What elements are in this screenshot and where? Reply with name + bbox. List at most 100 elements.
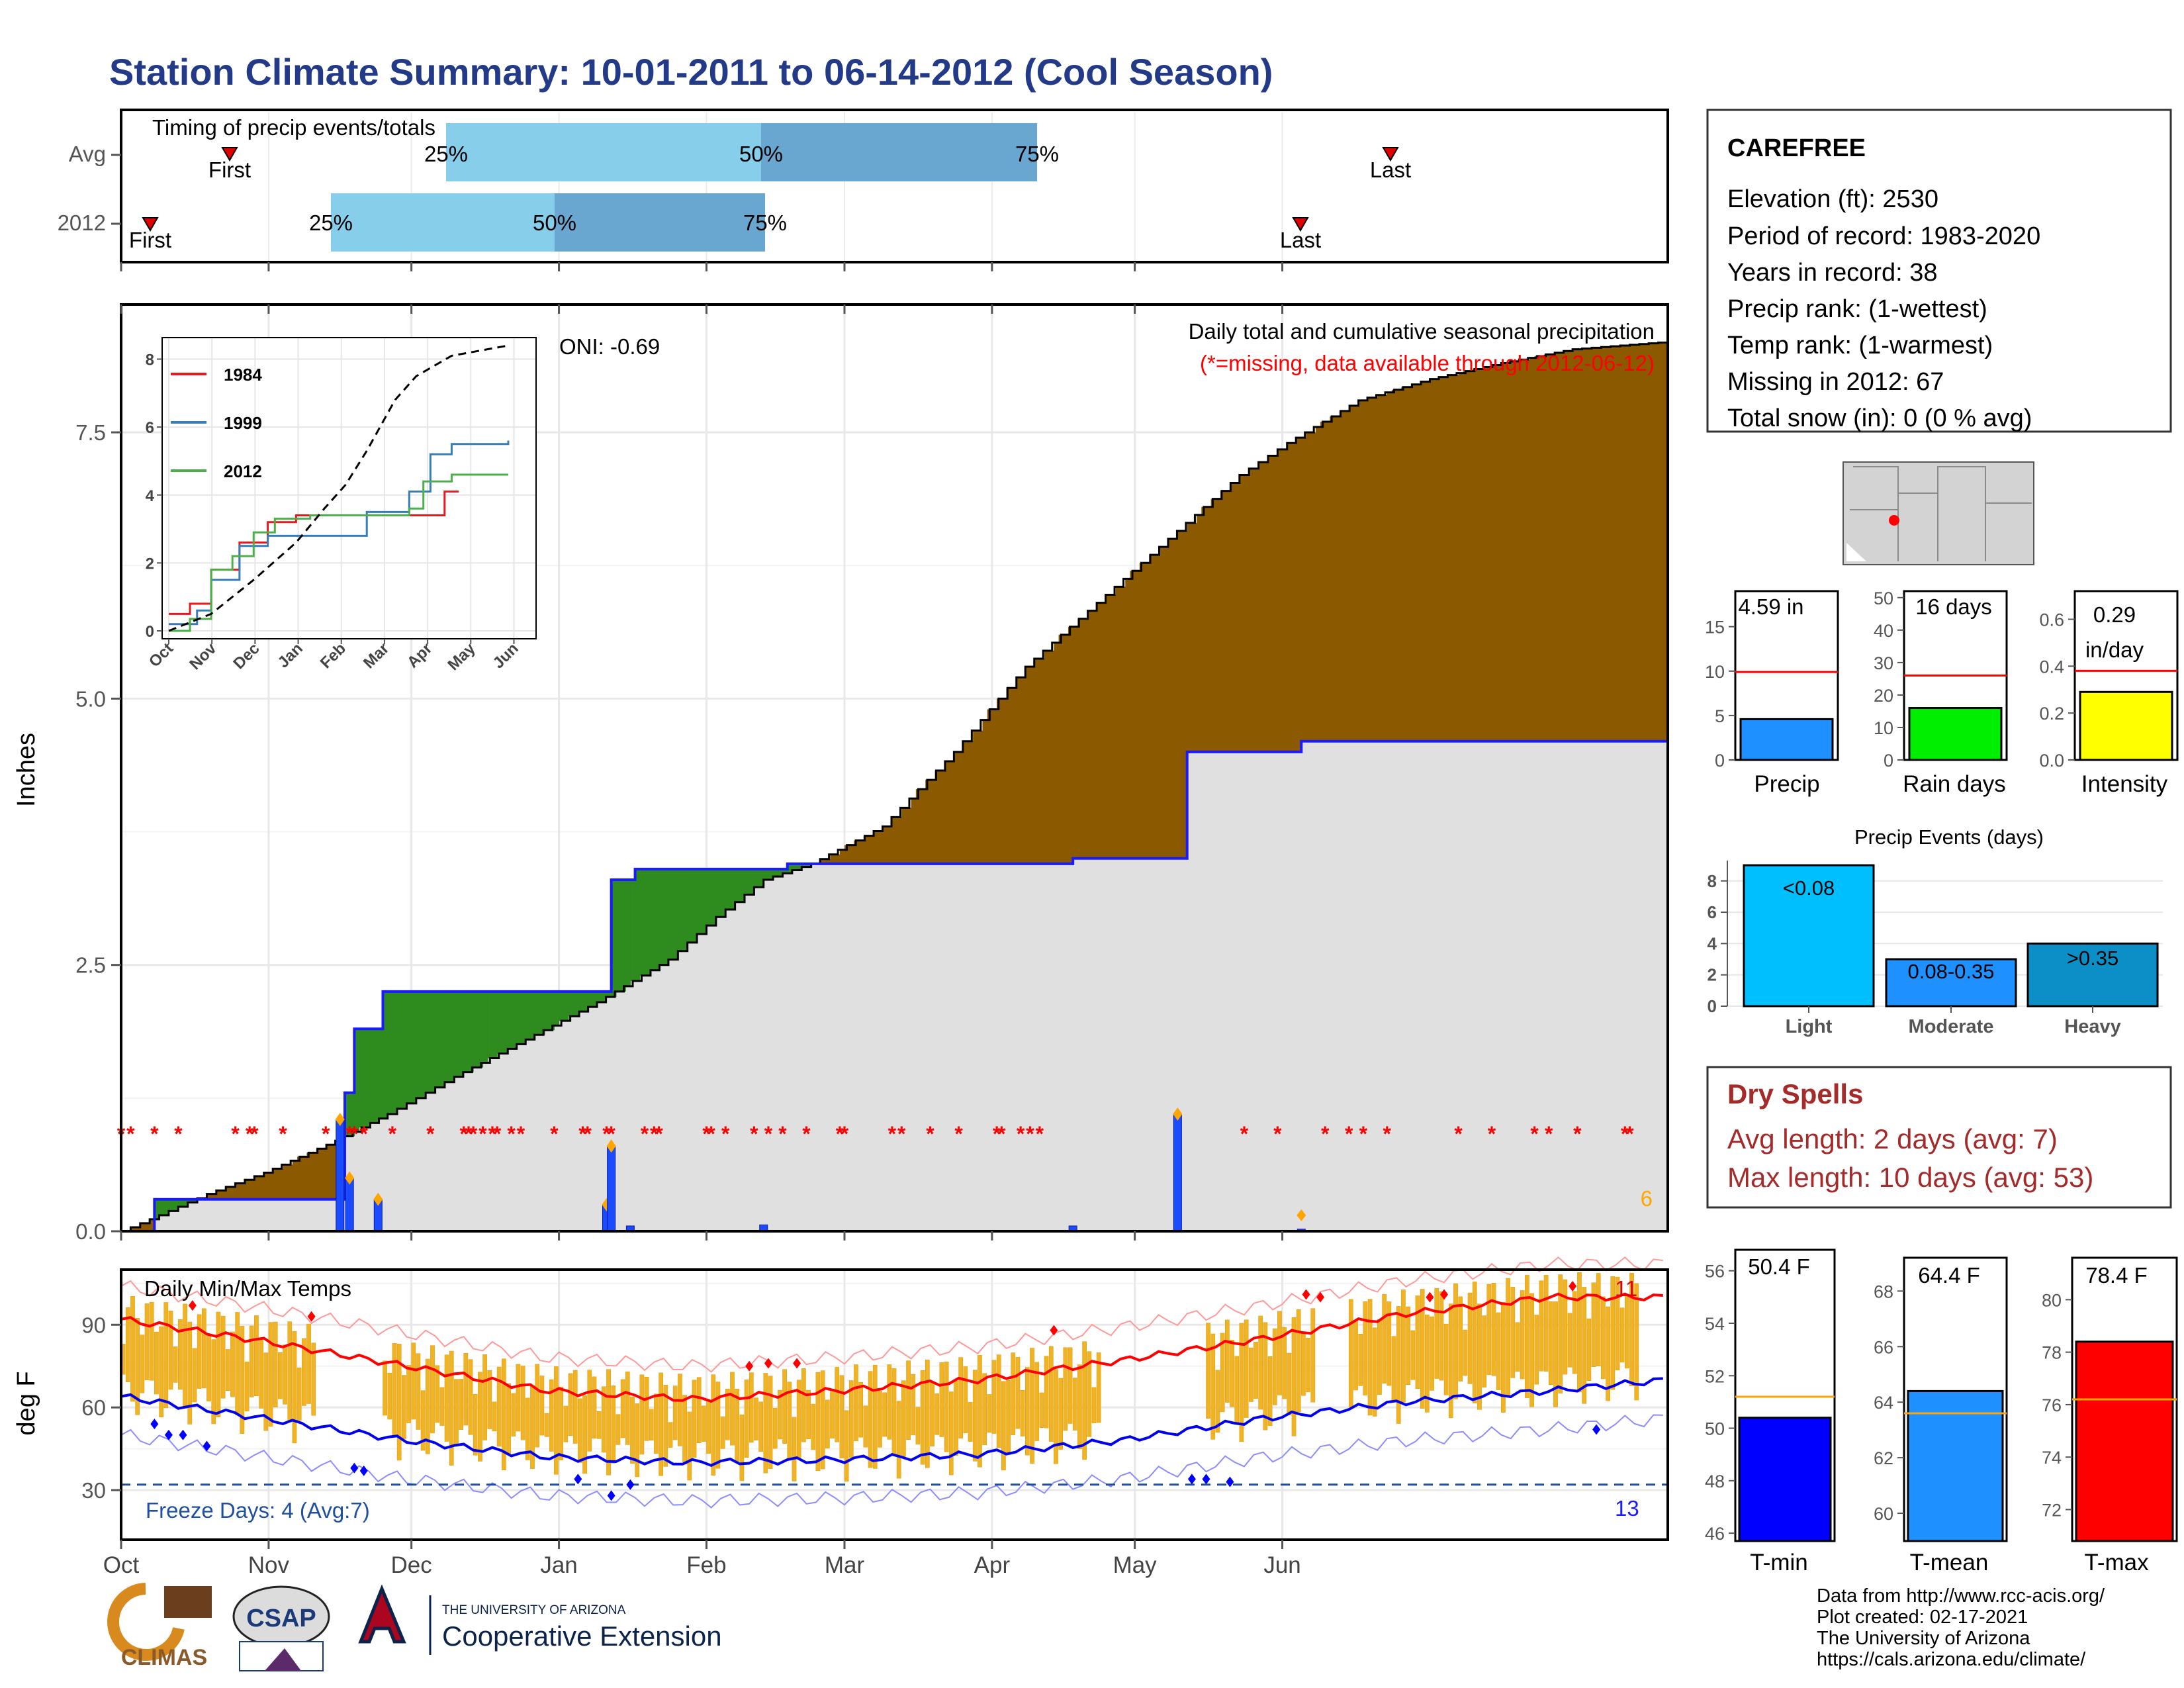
temp-daily-range-bar bbox=[211, 1339, 216, 1425]
temp-daily-range-bar bbox=[1210, 1333, 1216, 1440]
events-bars: 0 2 4 6 8 bbox=[1707, 861, 2163, 1016]
precip-above-avg-fill bbox=[150, 1219, 155, 1231]
missing-marker: * bbox=[550, 1122, 559, 1146]
precip-above-avg-fill bbox=[958, 751, 964, 864]
temp-daily-range-bar bbox=[587, 1370, 592, 1452]
precip-daily-marker bbox=[335, 1113, 345, 1127]
precip-above-avg-fill bbox=[1658, 342, 1664, 741]
temp-daily-range-bar bbox=[854, 1364, 858, 1442]
precip-missing-markers: * * * * * ** * * ** * * * *** * ** * * * ** ** * ** ** * * * * * ** *… bbox=[117, 1122, 1634, 1146]
temp-daily-range-bar bbox=[283, 1344, 287, 1405]
temp-daily-range-bar bbox=[672, 1385, 678, 1440]
temp-daily-range-bar bbox=[782, 1369, 787, 1444]
tmin-tick-label: 52 bbox=[1705, 1366, 1725, 1386]
precip-above-avg-fill bbox=[1239, 475, 1245, 752]
temp-daily-range-bar bbox=[259, 1338, 263, 1409]
precip-below-avg-fill bbox=[706, 868, 712, 926]
missing-marker: * bbox=[246, 1122, 254, 1146]
precip-cumulative-line bbox=[121, 341, 1669, 1233]
temp-daily-range-bar bbox=[958, 1357, 964, 1438]
temp-daily-range-bar bbox=[1525, 1275, 1529, 1398]
precip-below-avg-fill bbox=[178, 1199, 184, 1207]
precip-above-avg-fill bbox=[1091, 610, 1097, 859]
precip-above-avg-fill bbox=[849, 845, 854, 864]
summary-mini-charts: 0 5 10 15 0 10 20 30 40 50 0.0 0.2 0.4 0.6 bbox=[1705, 588, 2179, 771]
temp-daily-range-bar bbox=[630, 1396, 635, 1464]
missing-marker: * bbox=[469, 1122, 478, 1146]
temp-daily-range-bar bbox=[835, 1367, 840, 1442]
temp-daily-range-bar bbox=[1301, 1333, 1306, 1396]
precip-above-avg-fill bbox=[1077, 618, 1083, 859]
missing-marker: * bbox=[1026, 1122, 1034, 1146]
temp-daily-range-bar bbox=[178, 1319, 183, 1390]
temp-daily-range-bar bbox=[535, 1364, 540, 1448]
precip-below-avg-fill bbox=[378, 1029, 384, 1119]
precip-above-avg-fill bbox=[1291, 443, 1297, 752]
temp-x-tick-label: Feb bbox=[686, 1552, 726, 1578]
tmin-tick-label: 46 bbox=[1705, 1524, 1725, 1544]
precip-count: 6 bbox=[1641, 1186, 1653, 1211]
precip-above-avg-fill bbox=[1149, 555, 1154, 859]
temp-daily-range-bar bbox=[1282, 1327, 1287, 1399]
temp-ylabel: deg F bbox=[13, 1371, 40, 1435]
footer: CLIMAS CSAP THE UNIVERSITY OF ARIZONA Co… bbox=[107, 1583, 2105, 1671]
temp-daily-range-bar bbox=[991, 1360, 997, 1434]
precip-above-avg-fill bbox=[130, 1227, 136, 1231]
precip-above-avg-fill bbox=[1197, 514, 1202, 752]
precip-above-avg-fill bbox=[1401, 387, 1407, 741]
missing-marker: * bbox=[578, 1122, 587, 1146]
precip-above-avg-fill bbox=[1410, 384, 1416, 741]
precip-below-avg-fill bbox=[758, 868, 764, 888]
events-y-tick-label: 2 bbox=[1707, 965, 1717, 985]
temp-daily-range-bar bbox=[520, 1366, 525, 1440]
precip-below-avg-fill bbox=[482, 991, 488, 1063]
page-title: Station Climate Summary: 10-01-2011 to 0… bbox=[109, 51, 1273, 93]
events-moderate-label: 0.08-0.35 bbox=[1908, 960, 1995, 983]
temp-daily-range-bar bbox=[511, 1393, 516, 1437]
temp-daily-range-bar bbox=[1267, 1356, 1273, 1427]
precip-above-avg-fill bbox=[978, 730, 983, 864]
precip-above-avg-fill bbox=[949, 761, 954, 864]
temp-daily-range-bar bbox=[1220, 1333, 1225, 1413]
precip-below-avg-fill bbox=[402, 991, 408, 1109]
precip-above-avg-fill bbox=[1215, 498, 1221, 752]
missing-marker: * bbox=[997, 1122, 1006, 1146]
precip-above-avg-fill bbox=[302, 1156, 308, 1199]
precip-above-avg-fill bbox=[1644, 344, 1649, 741]
temp-daily-range-bar bbox=[663, 1384, 668, 1467]
temp-daily-range-bar bbox=[296, 1367, 302, 1421]
temp-daily-range-bar bbox=[1206, 1323, 1210, 1419]
precip-below-avg-fill bbox=[754, 868, 760, 888]
precip-below-avg-fill bbox=[430, 991, 436, 1093]
temp-daily-range-bar bbox=[563, 1405, 569, 1442]
precip-above-avg-fill bbox=[944, 761, 950, 864]
precip-above-avg-fill bbox=[306, 1152, 312, 1199]
precip-above-avg-fill bbox=[1363, 400, 1369, 741]
missing-marker: * bbox=[250, 1122, 259, 1146]
precip-daily-bar bbox=[345, 1178, 354, 1232]
precip-below-avg-fill bbox=[639, 868, 645, 976]
temp-daily-range-bar bbox=[254, 1315, 259, 1396]
missing-marker: * bbox=[460, 1122, 469, 1146]
missing-marker: * bbox=[1530, 1122, 1539, 1146]
temp-daily-range-bar bbox=[1420, 1289, 1425, 1409]
precip-above-avg-fill bbox=[1258, 462, 1264, 752]
temp-daily-range-bar bbox=[549, 1379, 554, 1452]
missing-marker: * bbox=[1017, 1122, 1025, 1146]
missing-marker: * bbox=[1383, 1122, 1392, 1146]
footer-line-1: Data from http://www.rcc-acis.org/ bbox=[1817, 1585, 2105, 1607]
timing-x-ticks bbox=[120, 262, 1284, 271]
precip-below-avg-fill bbox=[697, 868, 702, 935]
tmin-tick-label: 56 bbox=[1705, 1262, 1725, 1282]
precip-frame bbox=[120, 303, 1669, 1233]
precip-above-avg-fill bbox=[1220, 491, 1226, 752]
precip-above-avg-fill bbox=[240, 1183, 246, 1199]
mini-raindays-tick-label: 10 bbox=[1874, 718, 1893, 738]
precip-below-avg-fill bbox=[773, 868, 778, 877]
temp-daily-range-bar bbox=[240, 1326, 245, 1434]
mini-precip-tick-label: 10 bbox=[1705, 662, 1725, 682]
temp-daily-range-bar bbox=[1367, 1299, 1373, 1416]
temp-daily-range-bar bbox=[1596, 1273, 1601, 1367]
temp-daily-range-bar bbox=[639, 1374, 645, 1455]
